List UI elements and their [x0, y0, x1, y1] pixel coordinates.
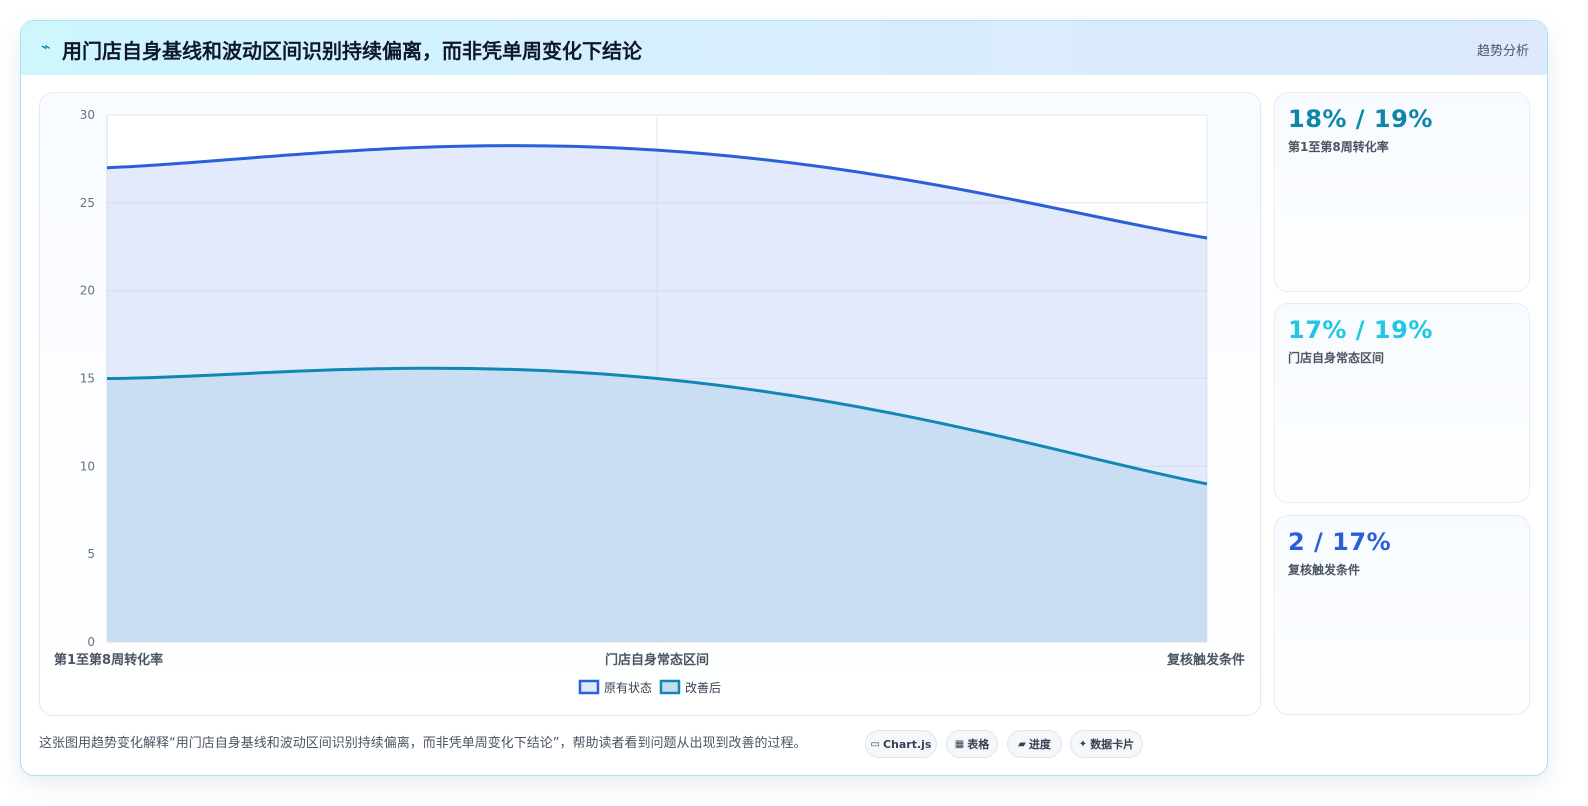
legend-label: 改善后: [685, 680, 721, 695]
y-tick-label: 0: [87, 635, 95, 649]
card-icon: ✦: [1078, 738, 1088, 750]
kpi-value: 18% / 19%: [1288, 105, 1433, 133]
chip-label: Chart.js: [882, 737, 932, 751]
chip-label: 数据卡片: [1090, 738, 1135, 751]
page-title: 用门店自身基线和波动区间识别持续偏离，而非凭单周变化下结论: [62, 39, 642, 63]
series-line-1: [106, 366, 1208, 486]
chip-table[interactable]: ▦ 表格: [946, 730, 998, 758]
chip-label: 表格: [967, 738, 990, 751]
kpi-card-normal-range: 17% / 19% 门店自身常态区间: [1274, 303, 1530, 503]
kpi-label: 复核触发条件: [1288, 563, 1361, 577]
kpi-card-review-trigger: 2 / 17% 复核触发条件: [1274, 515, 1530, 715]
kpi-label: 门店自身常态区间: [1288, 351, 1385, 365]
y-tick-label: 30: [80, 108, 95, 122]
kpi-card-conversion: 18% / 19% 第1至第8周转化率: [1274, 92, 1530, 292]
main-card: ⌁ 用门店自身基线和波动区间识别持续偏离，而非凭单周变化下结论 趋势分析 0 5 1…: [20, 20, 1548, 776]
series-line-0: [106, 144, 1208, 240]
x-tick-label: 复核触发条件: [1166, 652, 1245, 668]
y-tick-label: 20: [80, 284, 95, 298]
trend-icon: ⌁: [41, 37, 51, 56]
y-tick-label: 15: [80, 372, 95, 386]
chip-data-card[interactable]: ✦ 数据卡片: [1070, 730, 1143, 758]
chip-progress[interactable]: ▰ 进度: [1007, 730, 1062, 758]
progress-icon: ▰: [1018, 738, 1026, 750]
card-header: ⌁ 用门店自身基线和波动区间识别持续偏离，而非凭单周变化下结论 趋势分析: [21, 21, 1547, 75]
x-tick-label: 第1至第8周转化率: [54, 652, 163, 668]
kpi-label: 第1至第8周转化率: [1288, 140, 1389, 154]
chart-icon: ▭: [870, 738, 880, 750]
legend-label: 原有状态: [604, 681, 652, 695]
legend-swatch: [659, 679, 681, 695]
table-icon: ▦: [954, 738, 965, 750]
chip-label: 进度: [1028, 738, 1051, 751]
chart-panel: 0 5 10 15 20 25 30 第1至第8周转化率 门店自身常态区间 复核触发条件原有状态 改…: [39, 92, 1261, 716]
y-tick-label: 25: [80, 196, 95, 210]
legend-swatch: [578, 679, 600, 695]
chart-caption: 这张图用趋势变化解释“用门店自身基线和波动区间识别持续偏离，而非凭单周变化下结论…: [39, 736, 807, 751]
x-tick-label: 门店自身常态区间: [605, 652, 709, 668]
y-tick-label: 10: [80, 459, 95, 473]
kpi-value: 2 / 17%: [1288, 528, 1392, 556]
y-tick-label: 5: [87, 547, 95, 561]
kpi-value: 17% / 19%: [1288, 316, 1433, 344]
category-tag: 趋势分析: [1476, 44, 1529, 59]
chip-chartjs[interactable]: ▭ Chart.js: [865, 730, 937, 758]
